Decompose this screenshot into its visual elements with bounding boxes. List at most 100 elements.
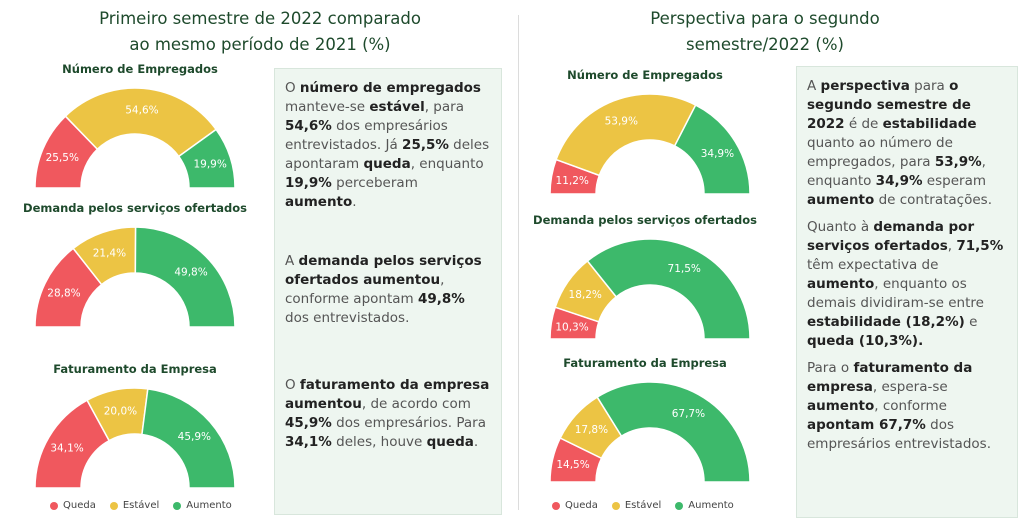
- gauge-svg: 28,8% 21,4% 49,8%: [34, 226, 236, 328]
- legend-item-estavel: Estável: [611, 500, 662, 511]
- emphasis-text: queda (10,3%).: [807, 333, 924, 349]
- segment-aumento-label: 67,7%: [672, 408, 705, 420]
- emphasis-text: 34,1%: [285, 434, 332, 450]
- segment-aumento: [134, 226, 236, 328]
- legend-dot-aumento: [675, 501, 684, 510]
- emphasis-text: 71,5%: [956, 238, 1004, 254]
- legend-item-aumento: Aumento: [675, 500, 734, 511]
- emphasis-text: 25,5%: [402, 137, 449, 153]
- gauge-title-demanda-1s: Demanda pelos serviços ofertados: [23, 201, 247, 215]
- segment-aumento-label: 45,9%: [178, 431, 211, 443]
- gauge-title-empregados-2s: Número de Empregados: [567, 68, 723, 82]
- gauge-faturamento-2s: 14,5% 17,8% 67,7%: [545, 376, 755, 484]
- legend-item-aumento: Aumento: [173, 500, 232, 511]
- legend-item-estavel: Estável: [109, 500, 160, 511]
- legend-dot-estavel: [109, 501, 118, 510]
- left-text-faturamento: O faturamento da empresa aumentou, de ac…: [285, 377, 490, 450]
- emphasis-text: 34,9%: [875, 173, 923, 189]
- emphasis-text: 54,6%: [285, 118, 332, 134]
- emphasis-text: estabilidade: [882, 116, 977, 132]
- segment-queda-label: 11,2%: [556, 175, 589, 187]
- emphasis-text: 53,9%: [934, 154, 982, 170]
- legend-item-queda: Queda: [50, 500, 96, 511]
- gauge-empregados-2s: 11,2% 53,9% 34,9%: [545, 88, 755, 196]
- legend-dot-aumento: [173, 501, 182, 510]
- left-panel-title: Primeiro semestre de 2022 comparado ao m…: [20, 6, 500, 58]
- gauge-title-faturamento-2s: Faturamento da Empresa: [563, 356, 727, 370]
- emphasis-text: demanda pelos serviços ofertados aumento…: [285, 253, 482, 288]
- gauge-title-empregados-1s: Número de Empregados: [62, 62, 218, 76]
- emphasis-text: queda: [363, 156, 411, 172]
- right-text-demanda: Quanto à demanda por serviços ofertados,…: [807, 219, 1004, 349]
- left-text-empregados: O número de empregados manteve-se estáve…: [285, 80, 490, 210]
- emphasis-text: demanda por serviços ofertados: [807, 219, 975, 254]
- segment-aumento: [596, 381, 751, 483]
- legend-left: Queda Estável Aumento: [50, 500, 246, 511]
- legend-label-estavel: Estável: [624, 500, 662, 511]
- segment-aumento: [673, 104, 751, 195]
- segment-estavel-label: 18,2%: [569, 289, 602, 301]
- legend-label-aumento: Aumento: [186, 500, 232, 511]
- emphasis-text: 49,8%: [417, 291, 465, 307]
- segment-queda-label: 14,5%: [556, 459, 589, 471]
- segment-queda-label: 10,3%: [555, 321, 588, 333]
- emphasis-text: estável: [369, 99, 425, 115]
- emphasis-text: perspectiva: [820, 78, 910, 94]
- left-title-line2: ao mesmo período de 2021 (%): [129, 35, 391, 54]
- emphasis-text: apontam 67,7%: [807, 417, 926, 433]
- emphasis-text: estabilidade (18,2%): [807, 314, 965, 330]
- segment-queda-label: 25,5%: [46, 152, 79, 164]
- segment-estavel: [64, 87, 218, 158]
- segment-aumento: [586, 238, 751, 340]
- emphasis-text: faturamento da empresa: [807, 360, 973, 395]
- emphasis-text: número de empregados: [299, 80, 481, 96]
- left-text-panel: O número de empregados manteve-se estáve…: [274, 68, 502, 515]
- emphasis-text: o segundo semestre de 2022: [807, 78, 971, 132]
- emphasis-text: faturamento da empresa aumentou: [285, 377, 490, 412]
- gauge-demanda-2s: 10,3% 18,2% 71,5%: [545, 233, 755, 341]
- segment-estavel-label: 53,9%: [605, 115, 638, 127]
- segment-queda-label: 34,1%: [50, 443, 83, 455]
- gauge-svg: 34,1% 20,0% 45,9%: [34, 387, 236, 489]
- emphasis-text: 19,9%: [285, 175, 332, 191]
- right-title-line1: Perspectiva para o segundo: [650, 9, 880, 28]
- segment-aumento: [141, 387, 236, 489]
- legend-item-queda: Queda: [552, 500, 598, 511]
- legend-label-aumento: Aumento: [688, 500, 734, 511]
- segment-estavel-label: 21,4%: [93, 247, 126, 259]
- segment-queda-label: 28,8%: [47, 287, 80, 299]
- emphasis-text: 45,9%: [285, 415, 332, 431]
- emphasis-text: aumento: [807, 398, 875, 414]
- segment-aumento-label: 19,9%: [193, 159, 226, 171]
- legend-label-estavel: Estável: [122, 500, 160, 511]
- segment-aumento-label: 34,9%: [701, 148, 734, 160]
- emphasis-text: aumento: [807, 192, 875, 208]
- segment-aumento-label: 49,8%: [174, 266, 207, 278]
- gauge-title-faturamento-1s: Faturamento da Empresa: [53, 362, 217, 376]
- panel-divider: [518, 15, 519, 510]
- legend-label-queda: Queda: [565, 500, 598, 511]
- emphasis-text: aumento: [285, 194, 353, 210]
- segment-aumento-label: 71,5%: [668, 263, 701, 275]
- legend-dot-queda: [552, 501, 560, 510]
- legend-dot-estavel: [611, 501, 620, 510]
- legend-dot-queda: [50, 501, 58, 510]
- left-text-demanda: A demanda pelos serviços ofertados aumen…: [285, 253, 482, 326]
- gauge-svg: 10,3% 18,2% 71,5%: [549, 238, 751, 340]
- legend-label-queda: Queda: [63, 500, 96, 511]
- gauge-svg: 14,5% 17,8% 67,7%: [549, 381, 751, 483]
- right-title-line2: semestre/2022 (%): [686, 35, 844, 54]
- emphasis-text: aumento: [807, 276, 875, 292]
- gauge-svg: 11,2% 53,9% 34,9%: [549, 93, 751, 195]
- gauge-faturamento-1s: 34,1% 20,0% 45,9%: [30, 382, 240, 490]
- left-title-line1: Primeiro semestre de 2022 comparado: [99, 9, 421, 28]
- emphasis-text: queda: [426, 434, 474, 450]
- right-panel-title: Perspectiva para o segundo semestre/2022…: [525, 6, 1005, 58]
- segment-estavel-label: 54,6%: [125, 104, 158, 116]
- gauge-empregados-1s: 25,5% 54,6% 19,9%: [30, 82, 240, 190]
- right-text-empregados: A perspectiva para o segundo semestre de…: [807, 78, 992, 208]
- segment-estavel: [555, 93, 697, 177]
- segment-aumento: [177, 128, 236, 189]
- right-text-faturamento: Para o faturamento da empresa, espera-se…: [807, 360, 991, 452]
- gauge-title-demanda-2s: Demanda pelos serviços ofertados: [533, 213, 757, 227]
